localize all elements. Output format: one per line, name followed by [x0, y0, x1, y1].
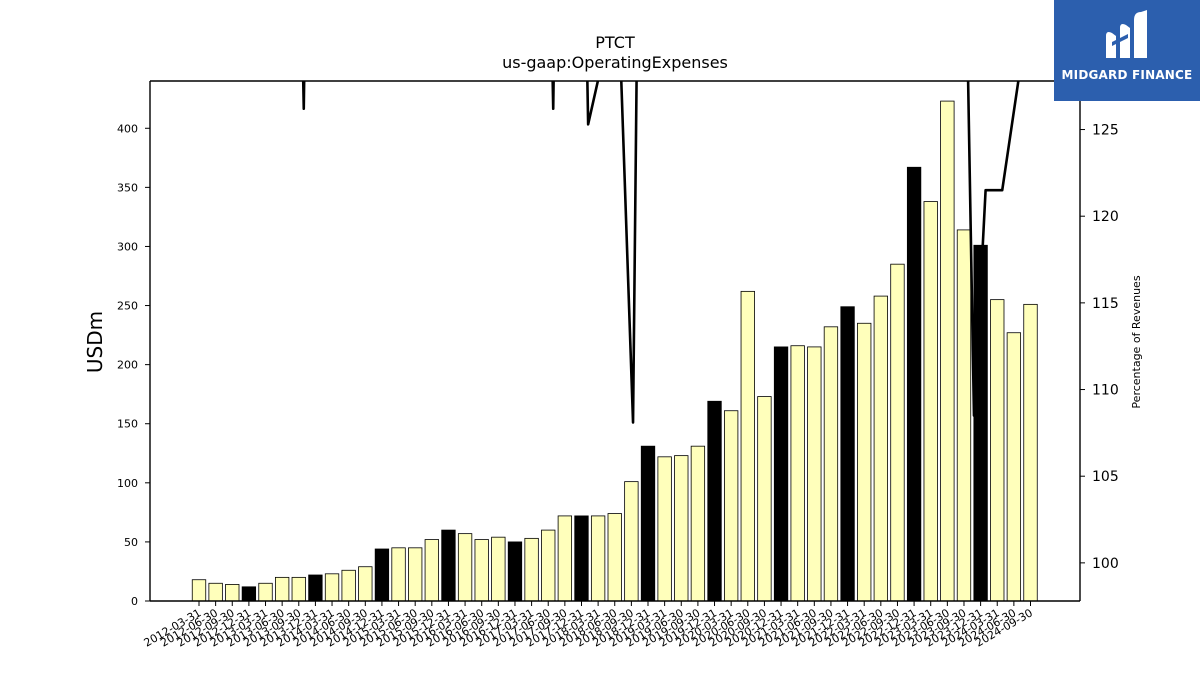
y-tick-label: 250 — [117, 300, 138, 313]
bar-2012-03-31 — [191, 579, 207, 602]
bar-2014-12-31 — [374, 548, 390, 602]
bar-2016-09-30 — [491, 536, 506, 602]
bar-2012-06-30 — [208, 582, 223, 602]
bar-2024-09-30 — [1023, 303, 1038, 602]
bar-2018-03-31 — [590, 515, 606, 602]
bar-2017-06-30 — [541, 529, 556, 602]
bar-2022-09-30 — [890, 263, 905, 602]
midgard-logo-icon — [1106, 10, 1147, 58]
bar-2016-06-30 — [474, 539, 489, 602]
bar-2020-06-30 — [740, 290, 755, 602]
bar-2013-12-31 — [308, 574, 323, 602]
chart-title: PTCT — [595, 33, 635, 52]
bar-2019-09-30 — [690, 445, 706, 602]
bar-2020-12-31 — [773, 346, 789, 602]
bar-2012-09-30 — [225, 584, 240, 602]
bar-2015-12-31 — [441, 529, 456, 602]
y-tick-label: 0 — [131, 595, 138, 608]
right-y-tick-label: 125 — [1092, 123, 1119, 139]
bars-group — [191, 100, 1038, 602]
bar-2014-03-31 — [324, 573, 340, 602]
bar-2022-12-31 — [906, 166, 922, 602]
y-tick-label: 400 — [117, 122, 138, 135]
bar-2017-03-31 — [524, 537, 539, 602]
y-tick-label: 300 — [117, 240, 138, 253]
bar-2013-03-31 — [258, 582, 273, 602]
bar-2021-03-31 — [790, 345, 805, 602]
bar-2020-03-31 — [724, 410, 739, 602]
bar-2017-09-30 — [557, 515, 573, 602]
chart-subtitle: us-gaap:OperatingExpenses — [502, 53, 728, 72]
bar-2023-06-30 — [940, 100, 955, 602]
bar-2018-12-31 — [640, 445, 656, 602]
y-tick-label: 100 — [117, 477, 138, 490]
bar-2021-09-30 — [823, 326, 839, 602]
bar-2022-03-31 — [857, 322, 872, 602]
y-tick-label: 150 — [117, 418, 138, 431]
right-y-ticks-group: 100 105 110 115 120 125 — [1080, 123, 1119, 572]
right-y-tick-label: 100 — [1092, 556, 1119, 572]
bar-2013-06-30 — [274, 576, 290, 602]
bar-2015-06-30 — [408, 547, 423, 602]
right-y-axis-label: Percentage of Revenues — [1130, 275, 1143, 408]
bar-2018-06-30 — [607, 513, 622, 602]
y-tick-label: 200 — [117, 359, 138, 372]
y-ticks-group: 0 50 100 150 200 250 300 350 400 — [117, 122, 150, 608]
bar-2023-03-31 — [923, 201, 938, 602]
bar-2024-03-31 — [990, 299, 1005, 602]
bar-2016-12-31 — [507, 541, 523, 602]
bar-2019-06-30 — [674, 455, 689, 602]
bar-2021-12-31 — [840, 306, 855, 602]
bar-2019-12-31 — [707, 400, 722, 602]
bar-2014-06-30 — [341, 569, 356, 602]
bar-2012-12-31 — [241, 586, 257, 602]
bar-2024-06-30 — [1006, 332, 1022, 602]
right-y-tick-label: 105 — [1092, 469, 1119, 485]
bar-2014-09-30 — [358, 566, 373, 602]
right-y-tick-label: 110 — [1092, 383, 1119, 399]
bar-2015-09-30 — [424, 539, 439, 602]
bar-2016-03-31 — [457, 533, 473, 602]
bar-2021-06-30 — [807, 346, 822, 602]
bar-2023-09-30 — [956, 229, 972, 602]
y-axis-label: USDm — [83, 311, 107, 373]
line-group — [301, 81, 1020, 424]
bar-2015-03-31 — [391, 547, 406, 602]
y-tick-label: 50 — [124, 536, 138, 549]
right-y-tick-label: 115 — [1092, 296, 1119, 312]
bar-2020-09-30 — [757, 396, 772, 602]
x-ticks-group: 2012-03-312012-06-302012-09-302012-12-31… — [142, 601, 1035, 650]
brand-name: MIDGARD FINANCE — [1061, 68, 1193, 82]
bar-2018-09-30 — [624, 481, 639, 602]
brand-logo: MIDGARD FINANCE — [1054, 0, 1200, 101]
y-tick-label: 350 — [117, 181, 138, 194]
bar-2022-06-30 — [873, 295, 888, 602]
percentage-of-revenues-line — [301, 81, 1020, 424]
bar-2019-03-31 — [657, 456, 672, 602]
bar-2017-12-31 — [574, 515, 589, 602]
right-y-tick-label: 120 — [1092, 209, 1119, 225]
bar-2013-09-30 — [291, 576, 306, 602]
